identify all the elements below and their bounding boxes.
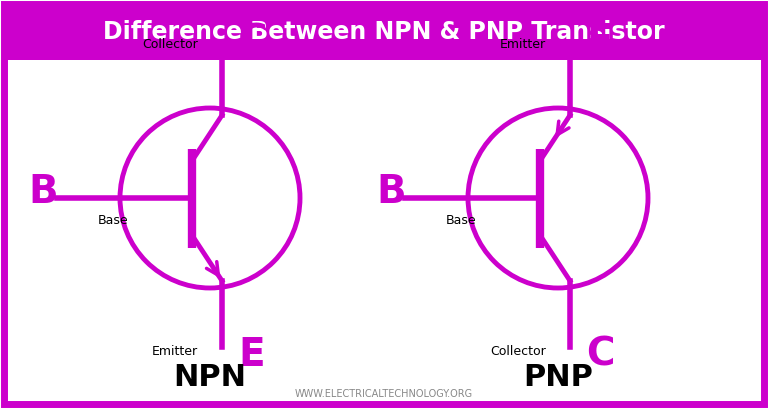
Text: B: B [376, 173, 406, 211]
Text: C: C [238, 22, 266, 60]
Text: Emitter: Emitter [152, 345, 198, 358]
Text: E: E [586, 22, 613, 60]
Text: Base: Base [445, 213, 476, 226]
Text: Emitter: Emitter [500, 38, 546, 51]
Text: NPN: NPN [174, 364, 247, 392]
Text: WWW.ELECTRICALTECHNOLOGY.ORG: WWW.ELECTRICALTECHNOLOGY.ORG [295, 389, 473, 399]
Text: B: B [28, 173, 58, 211]
Text: C: C [586, 335, 614, 373]
Bar [4, 4, 764, 60]
Text: Base: Base [98, 213, 128, 226]
Text: Collector: Collector [490, 345, 546, 358]
Text: PNP: PNP [523, 364, 593, 392]
Text: Difference Between NPN & PNP Transistor: Difference Between NPN & PNP Transistor [103, 20, 665, 44]
Text: E: E [238, 335, 265, 373]
Text: Collector: Collector [142, 38, 198, 51]
